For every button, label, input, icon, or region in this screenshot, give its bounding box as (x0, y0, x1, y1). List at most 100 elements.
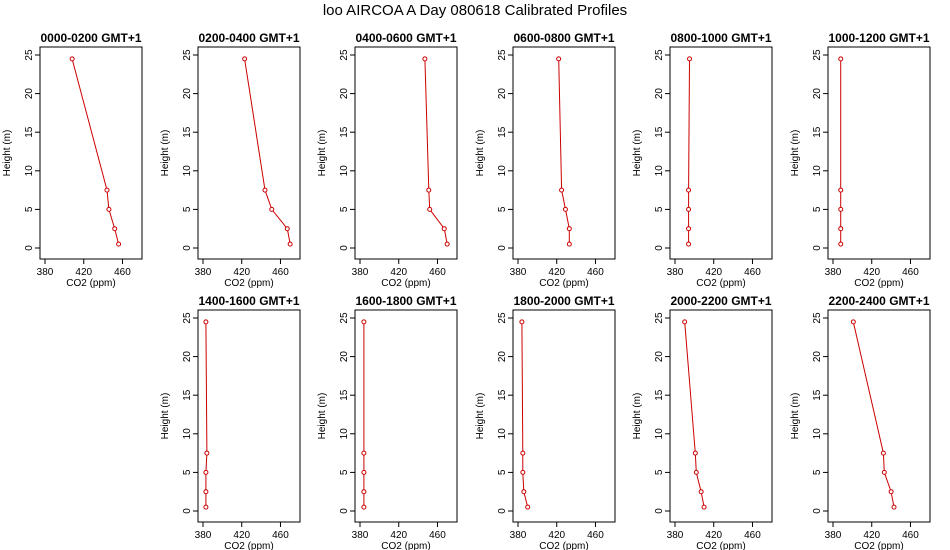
y-tick-label: 10 (24, 165, 35, 177)
panel-title: 0000-0200 GMT+1 (40, 31, 141, 45)
x-tick-label: 380 (37, 267, 54, 278)
data-point (698, 489, 704, 495)
data-point (69, 56, 75, 62)
y-tick-label: 20 (654, 88, 665, 100)
y-tick-label: 5 (812, 206, 823, 212)
x-tick-label: 380 (195, 267, 212, 278)
y-tick-label: 15 (24, 126, 35, 138)
y-tick-label: 5 (24, 206, 35, 212)
y-tick-label: 25 (24, 49, 35, 61)
panel-title: 2000-2200 GMT+1 (670, 294, 771, 308)
series-line (684, 321, 705, 508)
x-axis-label: CO2 (ppm) (696, 541, 745, 550)
series-line (688, 58, 690, 245)
y-tick-label: 15 (812, 126, 823, 138)
x-tick-label: 460 (902, 267, 919, 278)
series-line (424, 58, 448, 245)
y-axis-label: Height (m) (160, 130, 171, 177)
y-tick-label: 15 (182, 126, 193, 138)
y-axis-label: Height (m) (317, 393, 328, 440)
x-tick-label: 420 (548, 530, 565, 541)
data-point (361, 450, 367, 456)
y-tick-label: 15 (182, 389, 193, 401)
x-tick-label: 380 (352, 267, 369, 278)
y-tick-label: 10 (182, 428, 193, 440)
data-point (520, 450, 526, 456)
y-tick-label: 5 (654, 206, 665, 212)
x-axis-label: CO2 (ppm) (66, 278, 115, 289)
data-point (525, 504, 531, 510)
y-tick-label: 0 (812, 245, 823, 251)
y-axis-label: Height (m) (632, 393, 643, 440)
panel-title: 1800-2000 GMT+1 (513, 294, 614, 308)
series-line (558, 58, 570, 245)
y-tick-label: 15 (497, 389, 508, 401)
data-point (692, 450, 698, 456)
x-axis-label: CO2 (ppm) (854, 541, 903, 550)
x-tick-label: 380 (352, 530, 369, 541)
y-tick-label: 0 (24, 245, 35, 251)
y-tick-label: 25 (182, 312, 193, 324)
plot-frame (39, 46, 143, 260)
data-point (203, 319, 209, 325)
y-axis-label: Height (m) (2, 130, 13, 177)
data-point (203, 489, 209, 495)
x-tick-label: 380 (825, 530, 842, 541)
data-point (838, 226, 844, 232)
y-tick-label: 10 (812, 428, 823, 440)
y-tick-label: 10 (812, 165, 823, 177)
plot-frame (827, 309, 931, 523)
data-point (426, 187, 432, 193)
x-axis-label: CO2 (ppm) (696, 278, 745, 289)
y-tick-label: 10 (497, 428, 508, 440)
y-tick-label: 0 (182, 245, 193, 251)
data-point (269, 206, 275, 212)
y-tick-label: 5 (812, 469, 823, 475)
y-tick-label: 15 (339, 126, 350, 138)
x-tick-label: 460 (114, 267, 131, 278)
panel-title: 1600-1800 GMT+1 (355, 294, 456, 308)
data-point (559, 187, 565, 193)
y-tick-label: 10 (497, 165, 508, 177)
panel-title: 0400-0600 GMT+1 (355, 31, 456, 45)
x-tick-label: 460 (744, 267, 761, 278)
data-point (686, 206, 692, 212)
y-tick-label: 15 (497, 126, 508, 138)
x-tick-label: 380 (825, 267, 842, 278)
y-tick-label: 0 (812, 508, 823, 514)
y-axis-label: Height (m) (160, 393, 171, 440)
y-tick-label: 25 (654, 49, 665, 61)
x-tick-label: 420 (233, 267, 250, 278)
data-point (686, 187, 692, 193)
y-tick-label: 0 (182, 508, 193, 514)
x-tick-label: 380 (195, 530, 212, 541)
data-point (566, 241, 572, 247)
x-axis-label: CO2 (ppm) (224, 278, 273, 289)
x-tick-label: 420 (390, 267, 407, 278)
data-point (687, 56, 693, 62)
data-point (444, 241, 450, 247)
panel-title: 1400-1600 GMT+1 (198, 294, 299, 308)
x-tick-label: 380 (667, 530, 684, 541)
data-point (562, 206, 568, 212)
data-point (361, 504, 367, 510)
x-tick-label: 460 (902, 530, 919, 541)
data-point (686, 241, 692, 247)
x-tick-label: 420 (233, 530, 250, 541)
y-tick-label: 20 (497, 351, 508, 363)
data-point (441, 226, 447, 232)
y-tick-label: 20 (812, 88, 823, 100)
x-tick-label: 380 (667, 267, 684, 278)
plot-frame (197, 46, 301, 260)
x-tick-label: 420 (863, 530, 880, 541)
plot-frame (512, 46, 616, 260)
series-line (521, 321, 529, 508)
data-point (519, 319, 525, 325)
